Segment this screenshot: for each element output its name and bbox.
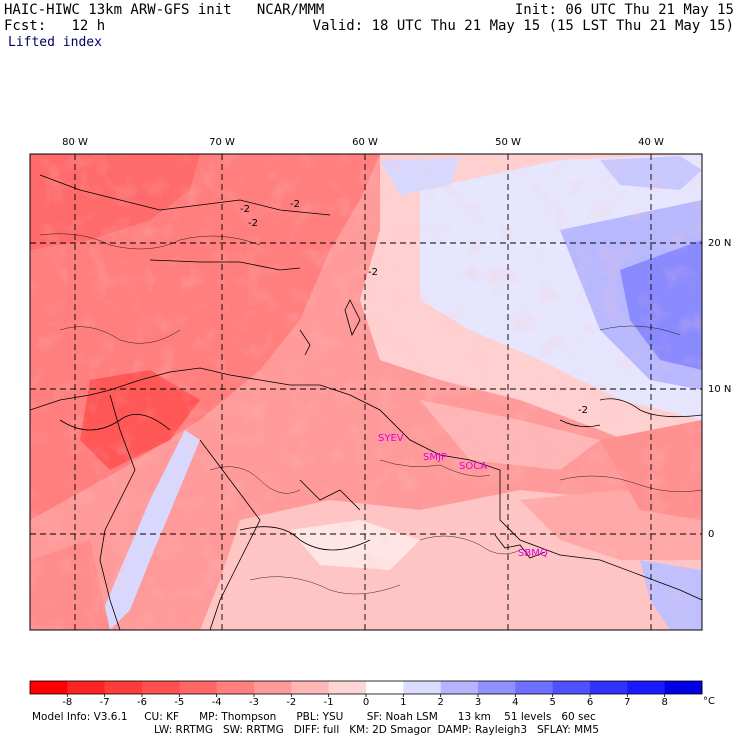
colorbar-swatch	[328, 681, 367, 694]
colorbar-swatch	[664, 681, 703, 694]
contour-lines	[39, 233, 702, 595]
coastlines	[30, 174, 702, 630]
lat-label: 10 N	[708, 384, 731, 395]
colorbar-tick-label: -4	[212, 697, 222, 708]
colorbar-swatch	[515, 681, 554, 694]
colorbar-tick-label: -2	[286, 697, 296, 708]
colorbar-tick-label: 8	[661, 697, 667, 708]
colorbar-tick-label: 7	[624, 697, 630, 708]
station-label: SYEV	[378, 433, 404, 444]
colorbar-tick-label: 1	[400, 697, 406, 708]
colorbar-swatch	[104, 681, 143, 694]
colorbar-swatch	[478, 681, 516, 694]
model-info-line-1: Model Info: V3.6.1 CU: KF MP: Thompson P…	[32, 711, 596, 723]
colorbar-ticks: -8 -7 -6 -5 -4 -3 -2 -1 0 1 2 3 4 5 6 7 8	[62, 694, 668, 708]
colorbar-swatch	[30, 681, 68, 694]
colorbar-swatch	[366, 681, 404, 694]
colorbar-tick-label: -5	[174, 697, 184, 708]
colorbar-tick-label: -3	[249, 697, 259, 708]
contour-label: -2	[248, 218, 258, 229]
contour-label: -2	[578, 405, 588, 416]
colorbar-unit: °C	[703, 696, 715, 707]
lat-label: 0	[708, 529, 714, 540]
station-label: SOCA	[459, 461, 487, 472]
colorbar-swatch	[67, 681, 106, 694]
station-labels: SYEV SMJP SOCA SBMQ	[378, 433, 548, 559]
colorbar-swatch	[142, 681, 180, 694]
colorbar-tick-label: 6	[587, 697, 593, 708]
lon-label: 60 W	[352, 137, 378, 148]
station-label: SMJP	[423, 452, 447, 463]
colorbar-tick-label: 4	[512, 697, 518, 708]
forecast-hour: Fcst: 12 h	[4, 18, 106, 34]
contour-label: -2	[290, 199, 300, 210]
valid-time: Valid: 18 UTC Thu 21 May 15 (15 LST Thu …	[312, 18, 734, 34]
colorbar-swatch	[590, 681, 628, 694]
latitude-labels: 20 N 10 N 0	[708, 238, 731, 540]
colorbar-tick-label: 0	[363, 697, 369, 708]
contour-label: -2	[240, 204, 250, 215]
shaded-field	[30, 154, 702, 630]
lat-lon-grid	[30, 154, 702, 630]
colorbar-tick-label: -1	[324, 697, 334, 708]
colorbar-tick-label: 2	[437, 697, 443, 708]
init-time: Init: 06 UTC Thu 21 May 15	[514, 2, 734, 18]
colorbar-tick-label: -7	[100, 697, 110, 708]
org-label: NCAR/MMM	[256, 2, 325, 18]
model-info-line-2: LW: RRTMG SW: RRTMG DIFF: full KM: 2D Sm…	[154, 724, 599, 736]
model-title: HAIC-HIWC 13km ARW-GFS init NCAR/MMM	[4, 2, 325, 18]
lon-label: 70 W	[209, 137, 235, 148]
contour-label: -2	[368, 267, 378, 278]
colorbar-swatch	[291, 681, 330, 694]
field-name: Lifted index	[8, 35, 102, 50]
station-label: SBMQ	[518, 548, 548, 559]
contour-value-labels: -2 -2 -2 -2 -2	[240, 199, 588, 416]
lon-label: 80 W	[62, 137, 88, 148]
longitude-labels: 80 W 70 W 60 W 50 W 40 W	[62, 137, 664, 148]
colorbar	[29, 680, 703, 695]
colorbar-swatch	[627, 681, 666, 694]
lat-label: 20 N	[708, 238, 731, 249]
colorbar-swatch	[440, 681, 479, 694]
colorbar-tick-label: 3	[475, 697, 481, 708]
colorbar-tick-label: 5	[549, 697, 555, 708]
colorbar-swatch	[216, 681, 255, 694]
colorbar-swatch	[552, 681, 591, 694]
lon-label: 40 W	[638, 137, 664, 148]
colorbar-tick-label: -6	[137, 697, 147, 708]
map-frame	[29, 153, 703, 631]
colorbar-swatch	[403, 681, 442, 694]
lon-label: 50 W	[495, 137, 521, 148]
colorbar-tick-label: -8	[62, 697, 72, 708]
colorbar-swatch	[179, 681, 218, 694]
colorbar-swatch	[254, 681, 292, 694]
